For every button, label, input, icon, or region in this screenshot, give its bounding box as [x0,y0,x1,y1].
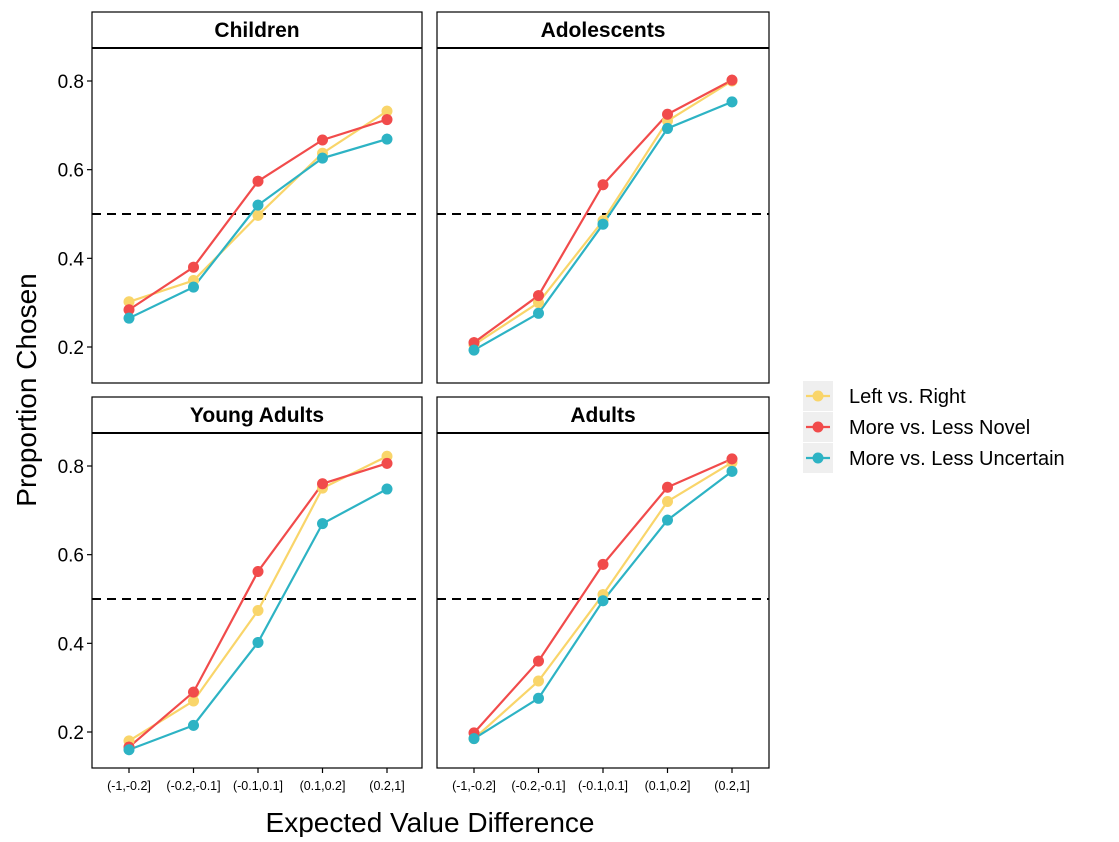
legend: Left vs. Right More vs. Less Novel More vs… [803,381,1065,473]
data-point-more-vs-less-novel [726,74,738,86]
y-tick-label: 0.4 [58,634,85,655]
y-tick-label: 0.6 [58,161,84,182]
panel-frame [91,11,423,384]
data-point-more-vs-less-novel [317,478,328,490]
data-point-more-vs-less-uncertain [662,122,673,134]
panel-frame [436,11,770,384]
data-point-left-vs-right [252,209,264,221]
data-point-more-vs-less-novel [252,566,264,578]
data-point-more-vs-less-novel [468,337,480,349]
data-point-more-vs-less-uncertain [533,307,544,319]
y-tick-label: 0.2 [58,338,84,359]
data-point-more-vs-less-novel [188,686,199,698]
data-point-more-vs-less-novel [533,290,544,302]
data-point-more-vs-less-uncertain [381,133,393,145]
data-point-more-vs-less-novel [123,304,135,316]
x-tick-label: (-0.2,-0.1] [166,779,220,793]
y-tick-label: 0.2 [58,723,84,744]
data-point-more-vs-less-uncertain [726,465,738,477]
panel-title: Young Adults [190,404,324,427]
data-point-more-vs-less-novel [252,175,264,187]
legend-key-point [812,452,824,464]
data-point-left-vs-right [533,675,544,687]
data-point-more-vs-less-uncertain [188,719,199,731]
data-point-more-vs-less-uncertain [381,483,393,495]
y-tick-label: 0.6 [58,546,84,567]
data-point-more-vs-less-uncertain [533,692,544,704]
x-tick-label: (0.1,0.2] [300,779,346,793]
y-axis-title: Proportion Chosen [11,273,42,506]
panel-title: Adolescents [541,19,666,42]
panel-young-adults: Young Adults [91,396,423,769]
panel-frame [436,396,770,769]
data-point-more-vs-less-uncertain [123,312,135,324]
data-point-more-vs-less-novel [381,114,393,126]
legend-label-left-vs-right: Left vs. Right [849,386,966,408]
data-point-more-vs-less-novel [597,179,609,191]
data-point-more-vs-less-uncertain [317,152,328,164]
panel-frame [91,396,423,769]
x-tick-label: (-1,-0.2] [452,779,496,793]
data-point-more-vs-less-novel [533,655,544,667]
data-point-left-vs-right [123,296,135,308]
data-point-more-vs-less-novel [662,108,673,120]
y-tick-label: 0.4 [58,249,85,270]
data-point-more-vs-less-novel [597,558,609,570]
data-point-more-vs-less-uncertain [662,514,673,526]
panel-children: Children [91,11,423,384]
data-point-more-vs-less-uncertain [468,344,480,356]
data-point-left-vs-right [381,105,393,117]
x-tick-label: (0.2,1] [369,779,404,793]
y-tick-label: 0.8 [58,457,84,478]
data-point-more-vs-less-novel [317,134,328,146]
data-point-more-vs-less-uncertain [468,733,480,745]
data-point-left-vs-right [188,695,199,707]
data-point-more-vs-less-uncertain [726,96,738,108]
legend-label-more-vs-less-novel: More vs. Less Novel [849,417,1030,439]
legend-label-more-vs-less-uncertain: More vs. Less Uncertain [849,448,1065,470]
data-point-more-vs-less-uncertain [123,744,135,756]
data-point-more-vs-less-novel [188,261,199,273]
x-tick-label: (-0.1,0.1] [578,779,628,793]
panel-adults: Adults [436,396,770,769]
data-point-more-vs-less-uncertain [597,218,609,230]
data-point-more-vs-less-uncertain [317,518,328,530]
panel-adolescents: Adolescents [436,11,770,384]
data-point-more-vs-less-novel [381,457,393,469]
data-point-left-vs-right [662,495,673,507]
x-axis-title: Expected Value Difference [266,807,595,837]
legend-key-point [812,421,824,433]
data-point-more-vs-less-uncertain [252,199,264,211]
panel-title: Adults [570,404,635,427]
x-tick-label: (-1,-0.2] [107,779,151,793]
data-point-more-vs-less-novel [726,453,738,465]
panel-title: Children [214,19,299,42]
data-point-more-vs-less-uncertain [188,281,199,293]
data-point-more-vs-less-uncertain [252,636,264,648]
legend-key-point [812,390,824,402]
data-point-more-vs-less-novel [662,481,673,493]
x-tick-label: (0.1,0.2] [645,779,691,793]
data-point-left-vs-right [252,605,264,617]
data-point-more-vs-less-uncertain [597,595,609,607]
y-tick-label: 0.8 [58,72,84,93]
x-tick-label: (-0.1,0.1] [233,779,283,793]
x-tick-label: (0.2,1] [714,779,749,793]
x-tick-label: (-0.2,-0.1] [511,779,565,793]
